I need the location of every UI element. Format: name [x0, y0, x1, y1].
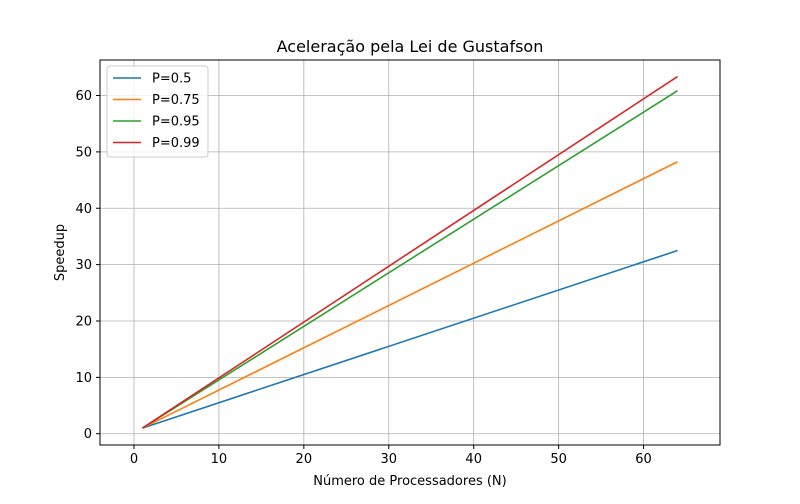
legend-label: P=0.99	[152, 136, 200, 151]
series-line-p-0-75	[142, 161, 678, 429]
x-tick-label: 10	[211, 452, 228, 467]
legend-label: P=0.5	[152, 72, 191, 87]
legend-box	[106, 65, 209, 158]
y-tick-label: 10	[75, 371, 92, 386]
series-line-p-0-95	[142, 90, 678, 429]
y-axis-label: Speedup	[53, 224, 68, 281]
chart-title: Aceleração pela Lei de Gustafson	[277, 37, 544, 56]
series-layer	[142, 75, 678, 429]
legend-label: P=0.95	[152, 115, 200, 130]
x-tick-label: 20	[296, 452, 313, 467]
grid-layer	[100, 60, 720, 445]
y-tick-label: 50	[75, 145, 92, 160]
y-tick-label: 0	[84, 427, 92, 442]
legend-label: P=0.75	[152, 93, 200, 108]
x-axis-label: Número de Processadores (N)	[313, 474, 506, 489]
x-tick-label: 40	[465, 452, 482, 467]
legend: P=0.5 P=0.75 P=0.95 P=0.99	[106, 65, 209, 158]
y-tick-label: 20	[75, 314, 92, 329]
plot-frame	[99, 59, 721, 446]
y-tick-label: 40	[75, 202, 92, 217]
y-tick-label: 30	[75, 258, 92, 273]
x-tick-label: 30	[380, 452, 397, 467]
x-tick-label: 0	[130, 452, 138, 467]
tick-layer: 0 10 20 30 40 50 60 0 10 20 30 40 50 60	[75, 89, 651, 467]
series-line-p-0-99	[142, 75, 678, 429]
series-line-p-0-5	[142, 249, 678, 429]
x-tick-label: 50	[550, 452, 567, 467]
x-tick-label: 60	[635, 452, 652, 467]
y-tick-label: 60	[75, 89, 92, 104]
